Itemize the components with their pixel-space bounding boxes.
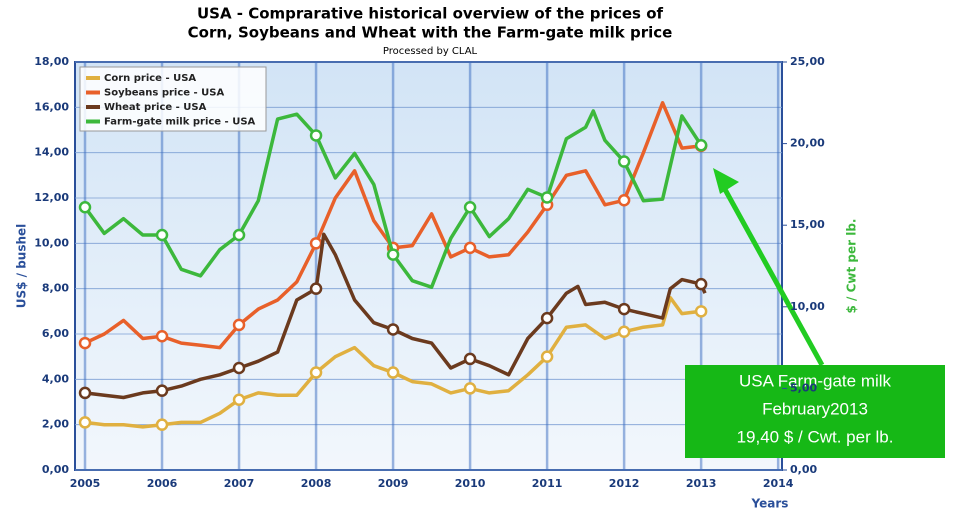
y-tick-label: 18,00 [34, 55, 69, 68]
point-marker [309, 366, 323, 379]
x-tick-label: 2011 [532, 477, 563, 490]
legend: Corn price - USA Soybeans price - USA Whea… [79, 66, 267, 132]
point-marker [232, 318, 246, 332]
lines [78, 101, 708, 431]
x-tick-label: 2010 [455, 477, 486, 490]
point-marker [386, 248, 400, 261]
x-axis-label: Years [751, 497, 789, 511]
point-marker [617, 155, 631, 168]
point-marker [78, 200, 92, 214]
y-tick-label: 4,00 [42, 372, 69, 385]
chart-title: Corn, Soybeans and Wheat with the Farm-g… [188, 24, 673, 42]
point-marker [463, 241, 477, 255]
point-marker [155, 228, 169, 242]
x-tick-label: 2012 [609, 477, 640, 490]
point-marker [617, 325, 631, 338]
chart-subtitle: Processed by CLAL [383, 46, 478, 57]
point-marker [694, 138, 708, 152]
x-tick-label: 2005 [70, 477, 101, 490]
x-tick-label: 2006 [147, 477, 178, 490]
legend-label: Soybeans price - USA [104, 88, 224, 99]
annotation: USA Farm-gate milk February2013 19,40 $ … [685, 168, 945, 458]
point-marker [155, 384, 169, 397]
point-marker [540, 191, 554, 204]
point-marker [232, 228, 246, 242]
y-tick-label: 14,00 [34, 146, 69, 159]
point-marker [694, 277, 708, 291]
annotation-box [685, 365, 945, 458]
chart-title: USA - Comprarative historical overview o… [197, 5, 664, 23]
annotation-text: USA Farm-gate milk [739, 371, 892, 390]
point-marker [78, 336, 92, 350]
y-tick-label: 12,00 [34, 191, 69, 204]
x-tick-label: 2008 [301, 477, 332, 490]
y2-tick-label: 0,00 [790, 463, 817, 476]
point-marker [232, 393, 246, 406]
point-marker [694, 305, 708, 318]
point-marker [78, 386, 92, 400]
point-marker [617, 302, 631, 316]
x-tick-label: 2007 [224, 477, 255, 490]
point-marker [463, 352, 477, 366]
x-tick-label: 2013 [686, 477, 717, 490]
y-axis-label: US$ / bushel [15, 224, 29, 309]
point-marker [540, 350, 554, 363]
point-marker [309, 129, 323, 142]
x-tick-label: 2009 [378, 477, 409, 490]
annotation-arrow [719, 182, 825, 367]
point-marker [386, 366, 400, 379]
y-tick-label: 8,00 [42, 282, 69, 295]
point-marker [309, 237, 323, 250]
point-marker [540, 311, 554, 325]
point-marker [463, 200, 477, 214]
point-marker [232, 361, 246, 375]
legend-box [79, 66, 267, 132]
y2-tick-label: 15,00 [790, 218, 825, 231]
y2-tick-label: 25,00 [790, 55, 825, 68]
point-marker [617, 194, 631, 207]
point-marker [386, 323, 400, 336]
y-tick-label: 6,00 [42, 327, 69, 340]
point-marker [463, 382, 477, 395]
point-marker [155, 330, 169, 343]
y2-axis-label: $ / Cwt per lb. [845, 219, 859, 314]
y2-tick-label: 10,00 [790, 300, 825, 313]
series-line [83, 109, 703, 289]
y-tick-label: 0,00 [42, 463, 69, 476]
legend-label: Wheat price - USA [104, 102, 207, 113]
arrow-head [713, 168, 739, 194]
y-tick-label: 16,00 [34, 100, 69, 113]
point-marker [155, 418, 169, 431]
legend-entries: Corn price - USA Soybeans price - USA Whea… [86, 73, 256, 128]
y2-tick-label: 20,00 [790, 137, 825, 150]
y-tick-label: 10,00 [34, 236, 69, 249]
legend-label: Farm-gate milk price - USA [104, 117, 256, 128]
annotation-text: February2013 [762, 399, 868, 418]
x-tick-label: 2014 [763, 477, 794, 490]
y-tick-label: 2,00 [42, 418, 69, 431]
annotation-text: 19,40 $ / Cwt. per lb. [737, 427, 894, 446]
y2-tick-label: 5,00 [790, 381, 817, 394]
point-marker [78, 416, 92, 429]
legend-label: Corn price - USA [104, 73, 196, 84]
point-marker [309, 282, 323, 295]
series-line [84, 295, 702, 429]
